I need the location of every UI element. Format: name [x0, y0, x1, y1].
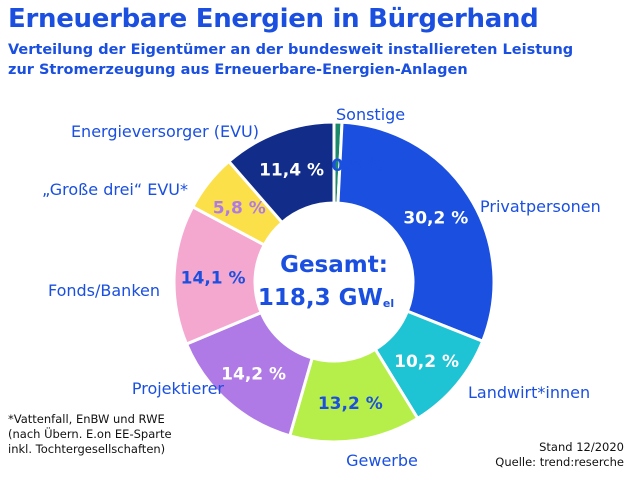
source-block: Stand 12/2020 Quelle: trend:reserche: [495, 440, 624, 470]
value-label: 10,2 %: [394, 352, 459, 372]
slice-energieversorger-evu: [226, 120, 336, 225]
footnote-line-3: inkl. Tochtergesellschaften): [8, 442, 166, 456]
value-label: 11,4 %: [259, 161, 324, 181]
category-label: Fonds/Banken: [48, 281, 160, 300]
value-label: 30,2 %: [403, 209, 468, 229]
center-label: Gesamt:: [280, 252, 388, 278]
value-label: 5,8 %: [213, 199, 266, 219]
footnote-line-1: *Vattenfall, EnBW und RWE: [8, 412, 165, 426]
value-label: 14,1 %: [181, 268, 246, 288]
slice-privatpersonen: [336, 120, 496, 344]
value-label: 13,2 %: [318, 394, 383, 414]
chart-subtitle: Verteilung der Eigentümer an der bundesw…: [8, 40, 573, 80]
source-text: Quelle: trend:reserche: [495, 455, 624, 469]
category-label: Landwirt*innen: [468, 383, 590, 402]
category-label: Gewerbe: [346, 451, 418, 470]
center-value: 118,3 GWel: [258, 285, 394, 311]
donut-value-labels: 0,8 % 30,2 % 10,2 % 13,2 % 14,2 % 14,1 % 5,8 %…: [181, 156, 469, 414]
category-label: „Große drei“ EVU*: [42, 180, 188, 199]
category-label: Sonstige: [336, 105, 405, 124]
center-value-unit: el: [383, 297, 394, 310]
category-label: Projektierer: [132, 379, 225, 398]
donut-category-labels: Sonstige Privatpersonen Landwirt*innen Gewe…: [42, 105, 601, 470]
subtitle-line-2: zur Stromerzeugung aus Erneuerbare-Energ…: [8, 62, 468, 78]
value-label: 0,8 %: [331, 156, 384, 176]
center-value-number: 118,3 GW: [258, 285, 383, 311]
value-label: 14,2 %: [221, 364, 286, 384]
chart-title: Erneuerbare Energien in Bürgerhand: [8, 4, 539, 34]
donut-slices: [172, 120, 496, 444]
stand-date: Stand 12/2020: [539, 440, 624, 454]
subtitle-line-1: Verteilung der Eigentümer an der bundesw…: [8, 42, 574, 58]
footnote-line-2: (nach Übern. E.on EE-Sparte: [8, 427, 172, 441]
category-label: Privatpersonen: [480, 197, 601, 216]
category-label: Energieversorger (EVU): [71, 122, 259, 141]
footnote: *Vattenfall, EnBW und RWE (nach Übern. E…: [8, 412, 172, 457]
